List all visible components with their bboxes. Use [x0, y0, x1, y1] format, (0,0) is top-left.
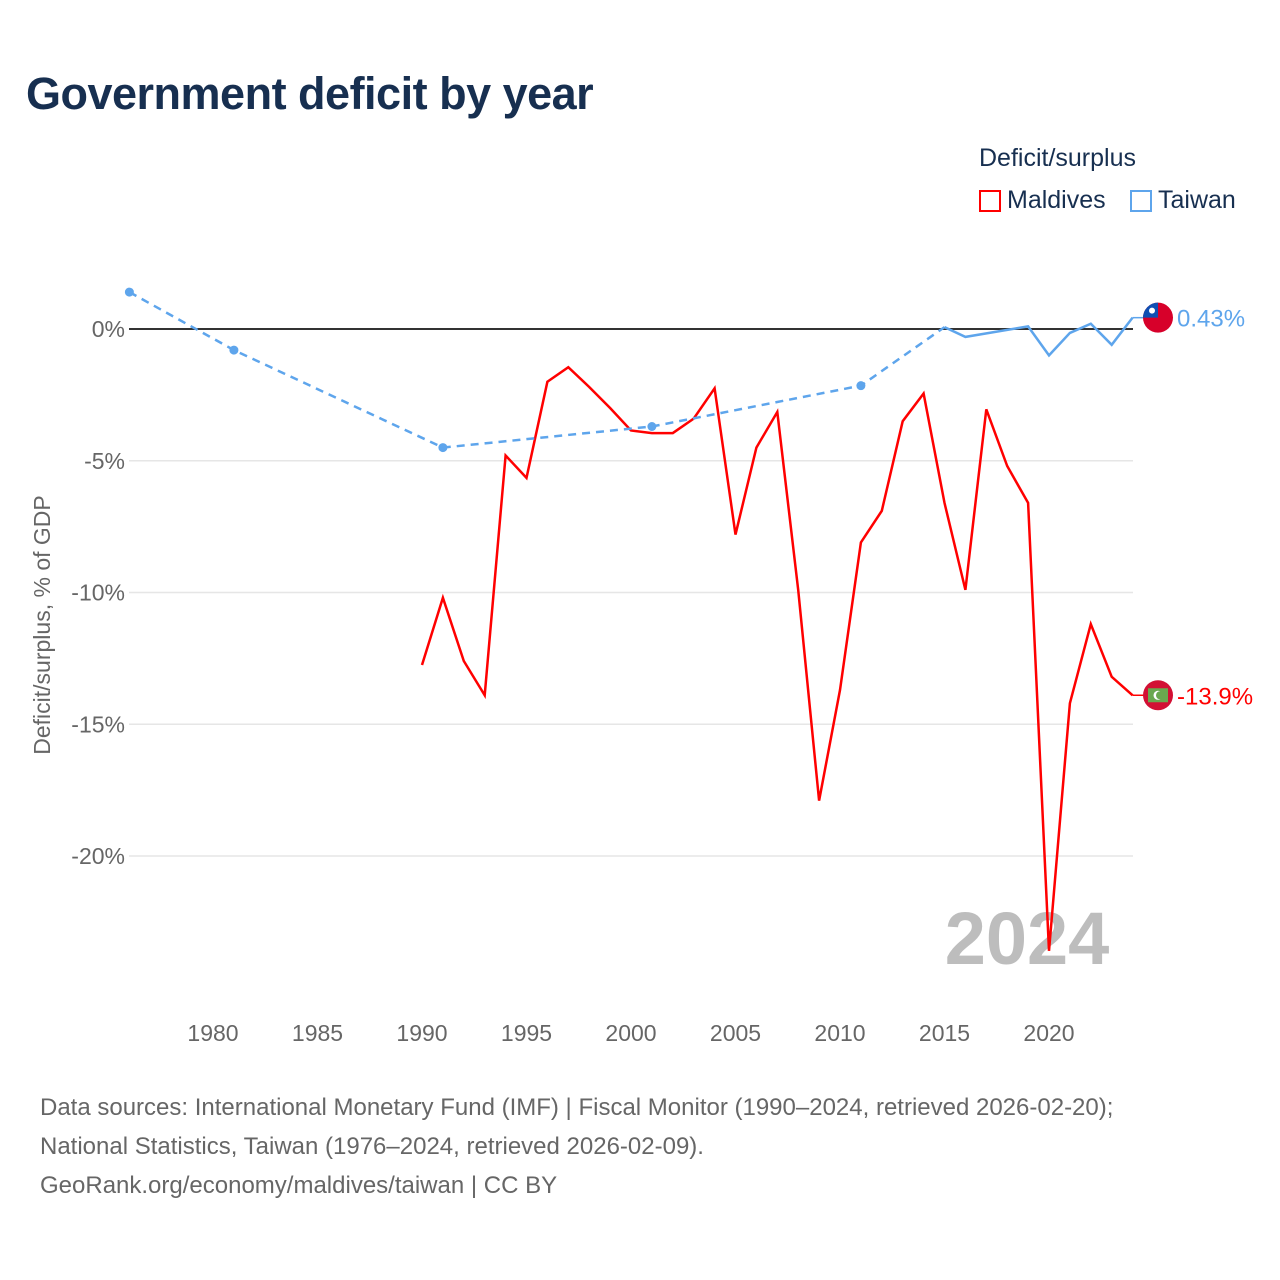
y-axis-label: Deficit/surplus, % of GDP [29, 495, 55, 754]
chart-title: Government deficit by year [26, 68, 594, 119]
x-tick-label: 1980 [187, 1020, 238, 1046]
x-tick-label: 2010 [814, 1020, 865, 1046]
data-point [856, 381, 866, 391]
flag-sun-icon [1149, 307, 1155, 314]
x-tick-label: 2000 [605, 1020, 656, 1046]
series-line-taiwan [943, 316, 1134, 358]
legend-swatch [1130, 189, 1152, 212]
source-line: National Statistics, Taiwan (1976–2024, … [40, 1133, 704, 1160]
x-tick-label: 2005 [710, 1020, 761, 1046]
x-tick-label: 2020 [1023, 1020, 1074, 1046]
legend-swatch [979, 189, 1001, 212]
data-point [438, 443, 448, 453]
flag-crescent-mask [1156, 691, 1164, 700]
year-watermark: 2024 [945, 897, 1110, 980]
footer: Data sources: International Monetary Fun… [40, 1088, 1113, 1205]
series-line-dashed-taiwan [128, 291, 946, 449]
legend-label: Taiwan [1158, 186, 1236, 214]
legend-item-maldives[interactable]: Maldives [979, 186, 1106, 215]
y-tick-label: 0% [92, 316, 125, 342]
legend-label: Maldives [1007, 186, 1106, 214]
data-point [124, 287, 134, 297]
y-tick-label: -20% [71, 843, 125, 869]
x-tick-label: 1990 [396, 1020, 447, 1046]
series-line-maldives [420, 365, 1134, 951]
data-point [229, 345, 239, 355]
y-tick-label: -10% [71, 580, 125, 606]
y-tick-label: -5% [84, 448, 125, 474]
source-line: Data sources: International Monetary Fun… [40, 1094, 1114, 1121]
data-point [647, 421, 657, 431]
attribution-line: GeoRank.org/economy/maldives/taiwan | CC… [40, 1172, 558, 1199]
x-tick-label: 2015 [919, 1020, 970, 1046]
legend-title: Deficit/surplus [979, 144, 1136, 172]
end-value-label: 0.43% [1177, 306, 1245, 333]
x-tick-label: 1995 [501, 1020, 552, 1046]
y-tick-label: -15% [71, 711, 125, 737]
legend-item-taiwan[interactable]: Taiwan [1130, 186, 1236, 215]
end-value-label: -13.9% [1177, 683, 1253, 710]
x-tick-label: 1985 [292, 1020, 343, 1046]
